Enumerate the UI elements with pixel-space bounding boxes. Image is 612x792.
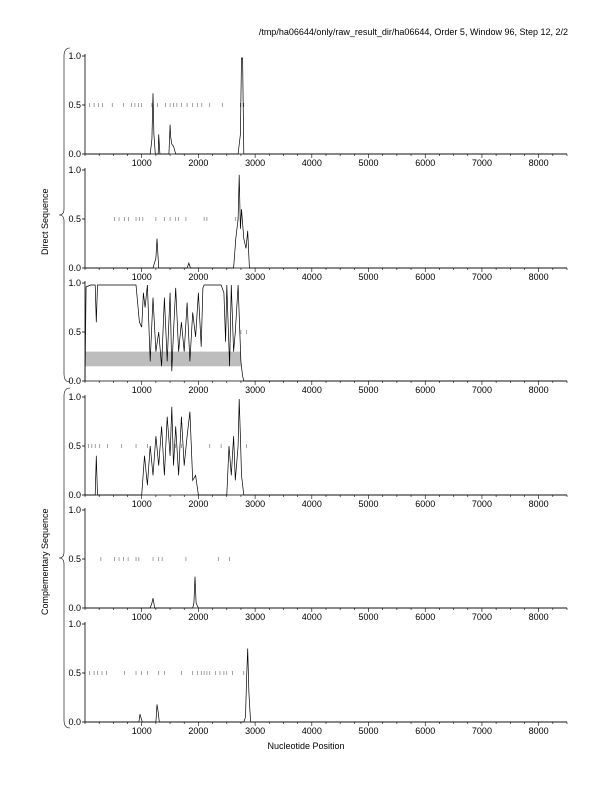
- panel-2-series-0: [85, 174, 567, 269]
- header-title: /tmp/ha06644/only/raw_result_dir/ha06644…: [258, 27, 568, 37]
- panel-6-xtick-label-0: 1000: [132, 726, 152, 736]
- panel-3-xtick-label-2: 3000: [245, 385, 265, 395]
- panel-1-xtick-label-6: 7000: [472, 158, 492, 168]
- panel-2-ytick-label-0: 0.0: [68, 263, 81, 273]
- panel-4-xtick-label-5: 6000: [415, 499, 435, 509]
- panel-5-ytick-label-2: 1.0: [68, 505, 81, 515]
- group-label-direct: Direct Sequence: [40, 188, 50, 255]
- panel-1-ytick-label-0: 0.0: [68, 149, 81, 159]
- panel-1-xtick-label-3: 4000: [302, 158, 322, 168]
- panel-3-band: [85, 351, 241, 367]
- panel-4-xtick-label-7: 8000: [529, 499, 549, 509]
- panel-3-ytick-label-1: 0.5: [68, 327, 81, 337]
- panel-5-xtick-label-2: 3000: [245, 612, 265, 622]
- panel-6-xtick-label-1: 2000: [188, 726, 208, 736]
- panel-1-xtick-label-5: 6000: [415, 158, 435, 168]
- panel-2-ytick-label-1: 0.5: [68, 214, 81, 224]
- panel-3-ytick-label-0: 0.0: [68, 376, 81, 386]
- panel-5-xtick-label-1: 2000: [188, 612, 208, 622]
- panel-1-xtick-label-0: 1000: [132, 158, 152, 168]
- panel-1-series-0: [85, 57, 567, 155]
- panel-6-xtick-label-7: 8000: [529, 726, 549, 736]
- panel-4-xtick-label-2: 3000: [245, 499, 265, 509]
- panel-4-xtick-label-6: 7000: [472, 499, 492, 509]
- panel-6-xtick-label-6: 7000: [472, 726, 492, 736]
- panel-5-xtick-label-6: 7000: [472, 612, 492, 622]
- panel-2-xtick-label-4: 5000: [359, 272, 379, 282]
- panel-3-xtick-label-7: 8000: [529, 385, 549, 395]
- panel-5-series-0: [85, 576, 567, 609]
- brace-direct: [58, 47, 71, 383]
- panel-5-xtick-label-7: 8000: [529, 612, 549, 622]
- panel-5-ytick-label-0: 0.0: [68, 603, 81, 613]
- panel-5-xtick-label-0: 1000: [132, 612, 152, 622]
- panel-3-xtick-label-5: 6000: [415, 385, 435, 395]
- panel-1-xtick-label-1: 2000: [188, 158, 208, 168]
- panel-4-ytick-label-1: 0.5: [68, 441, 81, 451]
- panel-6-series-0: [85, 648, 567, 723]
- panel-6-ytick-label-1: 0.5: [68, 668, 81, 678]
- brace-complementary: [58, 387, 71, 729]
- panel-1-xtick-label-4: 5000: [359, 158, 379, 168]
- panel-1-ytick-label-1: 0.5: [68, 100, 81, 110]
- panel-6-xtick-label-5: 6000: [415, 726, 435, 736]
- panel-3-xtick-label-3: 4000: [302, 385, 322, 395]
- panel-4-xtick-label-1: 2000: [188, 499, 208, 509]
- panel-3-xtick-label-1: 2000: [188, 385, 208, 395]
- panel-5-ytick-label-1: 0.5: [68, 554, 81, 564]
- panel-4-ytick-label-2: 1.0: [68, 392, 81, 402]
- panel-6-ytick-label-2: 1.0: [68, 619, 81, 629]
- panel-3-xtick-label-6: 7000: [472, 385, 492, 395]
- x-axis-label: Nucleotide Position: [267, 741, 345, 751]
- panel-5-xtick-label-4: 5000: [359, 612, 379, 622]
- panel-4-series-0: [85, 398, 567, 496]
- panel-3-xtick-label-4: 5000: [359, 385, 379, 395]
- panel-2-xtick-label-6: 7000: [472, 272, 492, 282]
- panel-3-ytick-label-2: 1.0: [68, 278, 81, 288]
- panel-2-xtick-label-5: 6000: [415, 272, 435, 282]
- panel-5-xtick-label-3: 4000: [302, 612, 322, 622]
- panel-3-xtick-label-0: 1000: [132, 385, 152, 395]
- panel-6-ytick-label-0: 0.0: [68, 717, 81, 727]
- panel-4-xtick-label-3: 4000: [302, 499, 322, 509]
- panel-2-xtick-label-2: 3000: [245, 272, 265, 282]
- group-label-complementary: Complementary Sequence: [40, 508, 50, 615]
- panel-2-ytick-label-2: 1.0: [68, 165, 81, 175]
- panel-4-xtick-label-0: 1000: [132, 499, 152, 509]
- panel-2-xtick-label-1: 2000: [188, 272, 208, 282]
- panel-1-xtick-label-2: 3000: [245, 158, 265, 168]
- panel-2-xtick-label-7: 8000: [529, 272, 549, 282]
- panel-4-ytick-label-0: 0.0: [68, 490, 81, 500]
- panel-1-ytick-label-2: 1.0: [68, 51, 81, 61]
- panel-6-xtick-label-4: 5000: [359, 726, 379, 736]
- panel-3-series-0: [84, 284, 567, 382]
- panel-6-xtick-label-3: 4000: [302, 726, 322, 736]
- panel-6-xtick-label-2: 3000: [245, 726, 265, 736]
- panel-4-xtick-label-4: 5000: [359, 499, 379, 509]
- panel-5-xtick-label-5: 6000: [415, 612, 435, 622]
- panel-2-xtick-label-3: 4000: [302, 272, 322, 282]
- panel-1-xtick-label-7: 8000: [529, 158, 549, 168]
- panel-2-xtick-label-0: 1000: [132, 272, 152, 282]
